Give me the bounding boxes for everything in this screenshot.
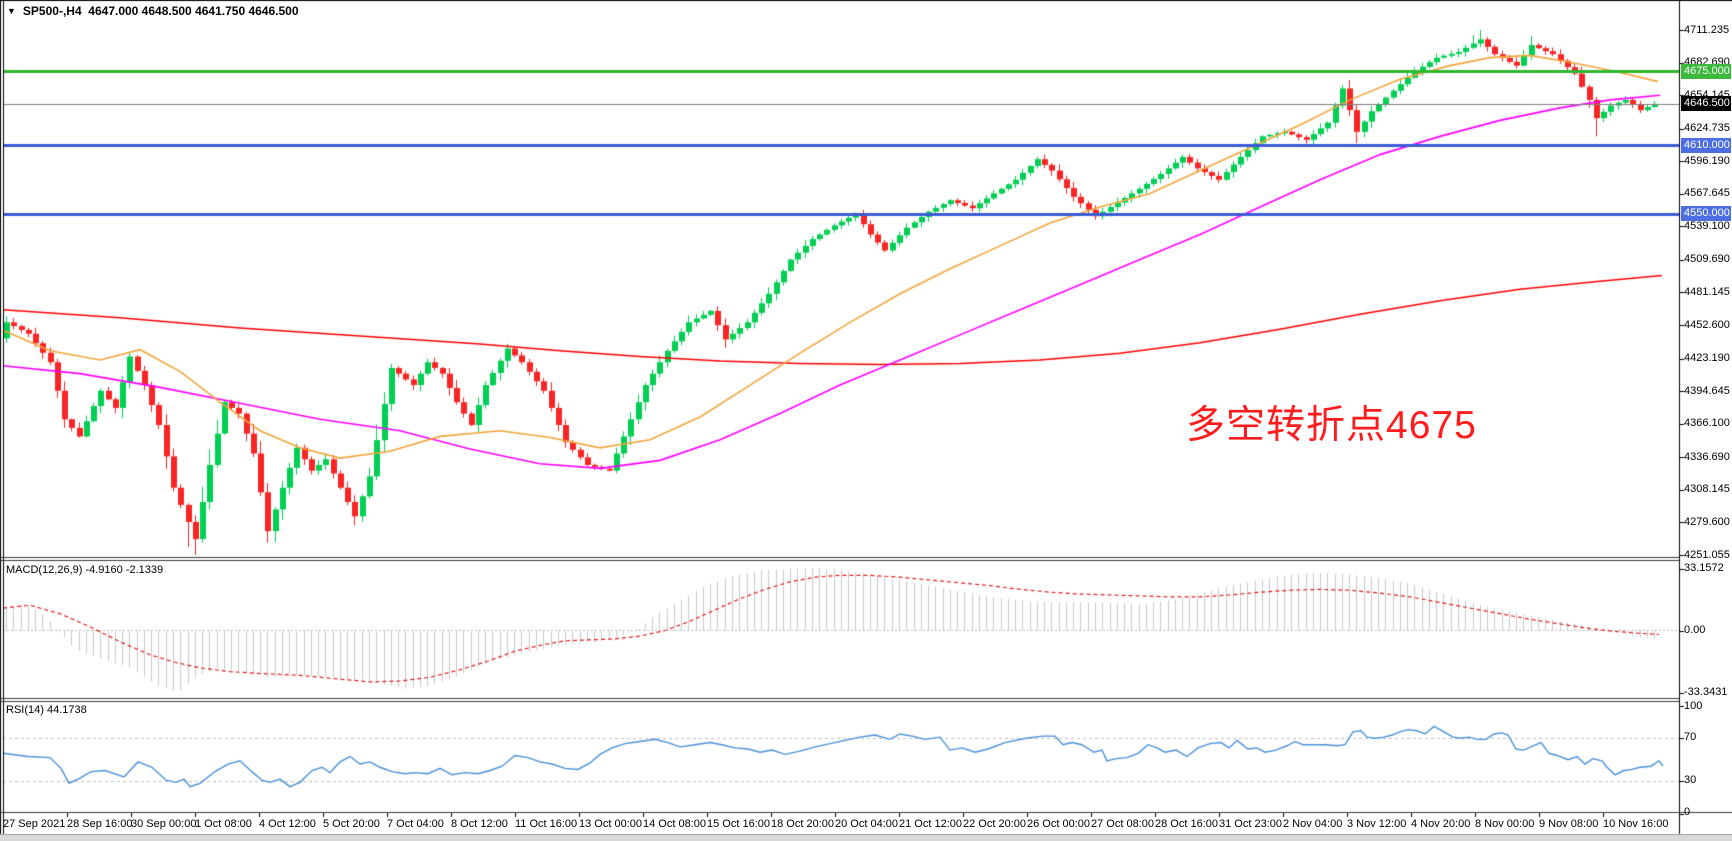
price-tick-label: 4596.190	[1684, 154, 1730, 167]
price-tick-label: 4336.690	[1684, 450, 1730, 463]
price-tick-label: 4624.735	[1684, 122, 1730, 135]
date-label: 15 Oct 16:00	[707, 818, 770, 830]
rsi-indicator-label: RSI(14) 44.1738	[6, 704, 87, 716]
date-label: 21 Oct 12:00	[899, 818, 962, 830]
date-label: 27 Sep 2021	[3, 818, 66, 830]
date-label: 3 Nov 12:00	[1347, 818, 1407, 830]
price-tick-label: 4452.600	[1684, 318, 1730, 331]
rsi-axis-label: 100	[1684, 700, 1703, 712]
price-tick-label: 4308.145	[1684, 483, 1730, 496]
date-label: 28 Oct 16:00	[1155, 818, 1218, 830]
horizontal-scrollbar[interactable]	[0, 834, 1732, 841]
date-label: 27 Oct 08:00	[1091, 818, 1154, 830]
rsi-axis-label: 0	[1684, 806, 1691, 818]
turning-point-annotation: 多空转折点4675	[1186, 404, 1477, 447]
price-tick-label: 4251.055	[1684, 548, 1730, 561]
macd-axis-label: 33.1572	[1684, 561, 1724, 574]
symbol-timeframe-label: SP500-,H4	[22, 4, 82, 18]
price-tick-label: 4394.645	[1684, 384, 1730, 397]
price-level-badge: 4550.000	[1681, 206, 1731, 222]
date-label: 8 Oct 12:00	[451, 818, 508, 830]
price-tick-label: 4279.600	[1684, 515, 1730, 528]
date-label: 20 Oct 04:00	[835, 818, 898, 830]
price-level-badge: 4610.000	[1681, 137, 1731, 153]
date-label: 1 Oct 08:00	[195, 818, 252, 830]
macd-axis-label: 0.00	[1684, 623, 1706, 636]
price-tick-label: 4366.100	[1684, 417, 1730, 430]
price-tick-label: 4711.235	[1684, 23, 1730, 36]
date-label: 8 Nov 00:00	[1475, 818, 1535, 830]
date-label: 26 Oct 00:00	[1027, 818, 1090, 830]
date-label: 4 Nov 20:00	[1411, 818, 1471, 830]
date-label: 5 Oct 20:00	[323, 818, 380, 830]
date-label: 2 Nov 04:00	[1283, 818, 1343, 830]
date-label: 14 Oct 08:00	[643, 818, 706, 830]
date-label: 4 Oct 12:00	[259, 818, 316, 830]
price-level-badge: 4675.000	[1681, 63, 1731, 79]
price-level-badge: 4646.500	[1681, 96, 1731, 112]
ohlc-readout: 4647.000 4648.500 4641.750 4646.500	[88, 4, 299, 18]
price-tick-label: 4539.100	[1684, 219, 1730, 232]
date-label: 28 Sep 16:00	[67, 818, 133, 830]
price-tick-label: 4423.190	[1684, 352, 1730, 365]
date-label: 31 Oct 23:00	[1219, 818, 1282, 830]
date-label: 22 Oct 20:00	[963, 818, 1026, 830]
date-label: 7 Oct 04:00	[387, 818, 444, 830]
price-tick-label: 4567.645	[1684, 187, 1730, 200]
date-label: 30 Sep 00:00	[131, 818, 197, 830]
price-tick-label: 4509.690	[1684, 253, 1730, 266]
rsi-axis-label: 30	[1684, 774, 1697, 787]
date-label: 18 Oct 20:00	[771, 818, 834, 830]
date-label: 9 Nov 08:00	[1539, 818, 1599, 830]
date-label: 11 Oct 16:00	[515, 818, 578, 830]
date-label: 13 Oct 00:00	[579, 818, 642, 830]
chart-title: ▼ SP500-,H4 4647.000 4648.500 4641.750 46…	[7, 4, 299, 18]
date-label: 10 Nov 16:00	[1603, 818, 1669, 830]
macd-indicator-label: MACD(12,26,9) -4.9160 -2.1339	[6, 564, 164, 576]
rsi-panel-divider[interactable]	[0, 696, 1679, 702]
macd-panel-divider[interactable]	[0, 555, 1679, 561]
macd-axis-label: -33.3431	[1684, 685, 1728, 698]
price-tick-label: 4481.145	[1684, 286, 1730, 298]
symbol-dropdown-icon[interactable]: ▼	[7, 6, 16, 16]
rsi-axis-label: 70	[1684, 731, 1697, 744]
